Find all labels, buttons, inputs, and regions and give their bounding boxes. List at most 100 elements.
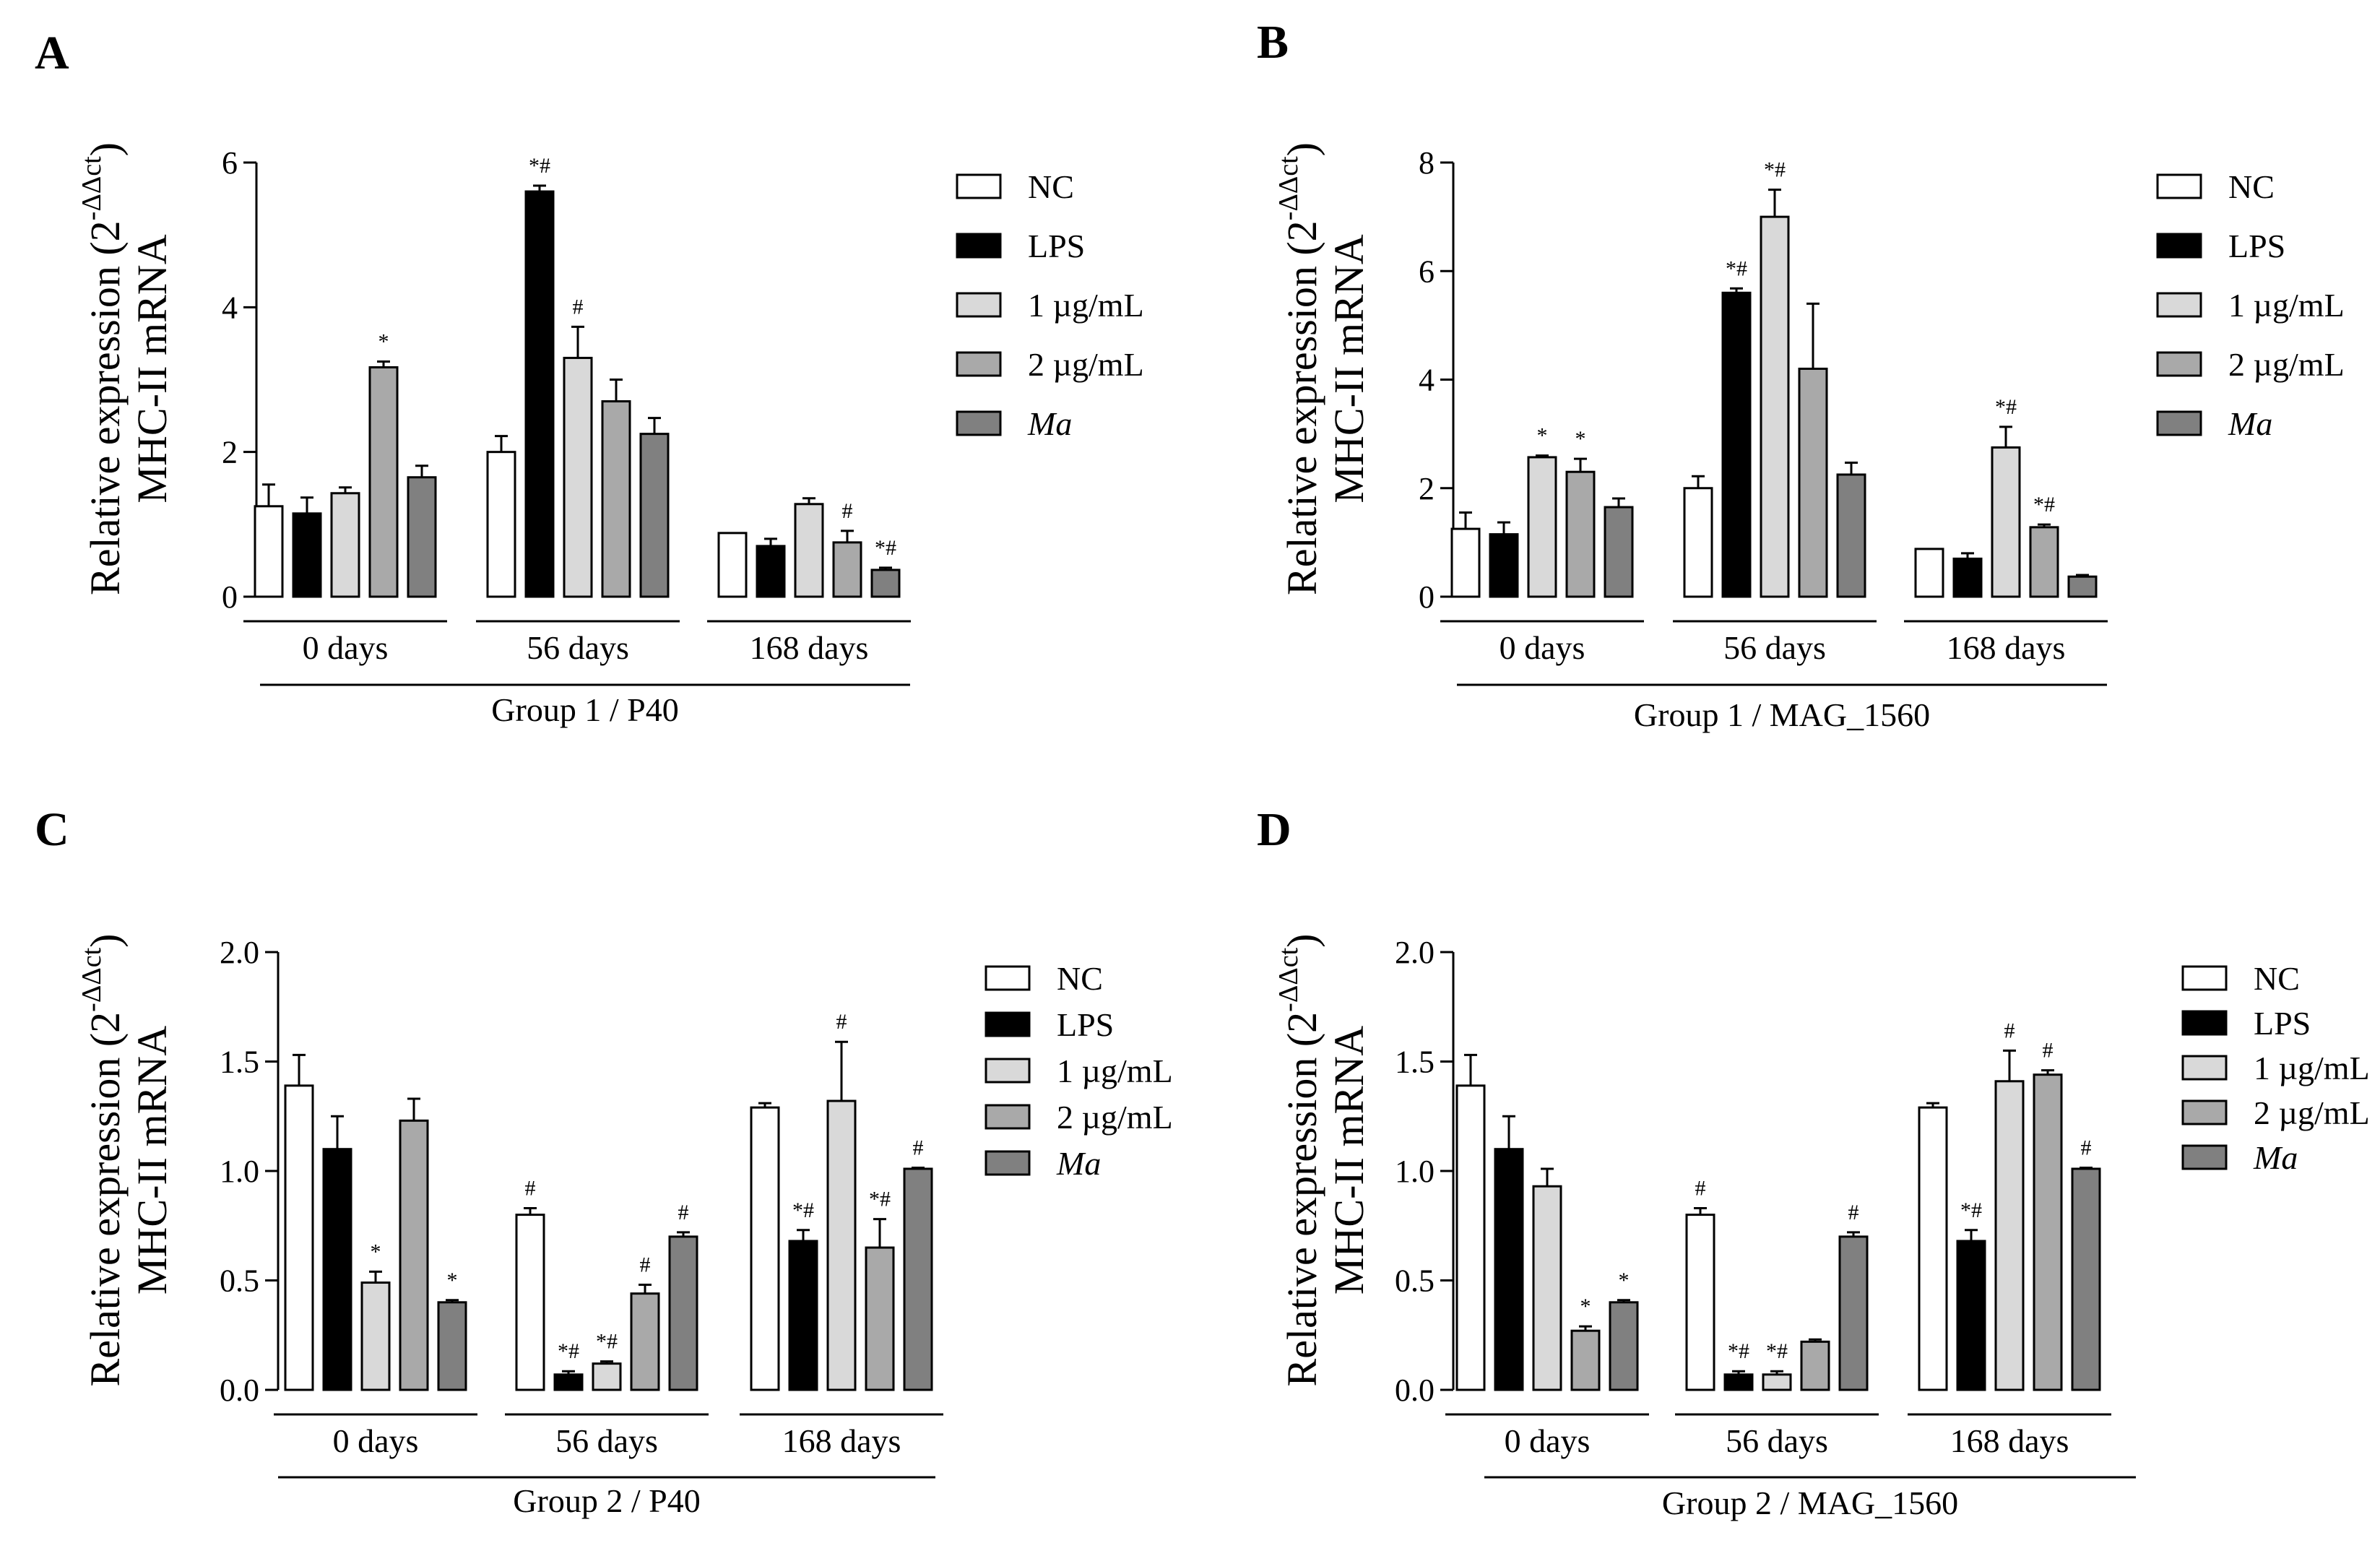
y-axis-label-line2: MHC-II mRNA	[129, 1026, 176, 1295]
panel-letter: C	[35, 803, 69, 856]
significance-label: *#	[1960, 1198, 1982, 1222]
significance-label: *#	[1766, 1339, 1788, 1363]
significance-label: *#	[792, 1198, 814, 1222]
bar	[407, 476, 437, 598]
y-tick-label: 1.0	[220, 1154, 259, 1189]
panel-letter: B	[1257, 16, 1289, 69]
significance-label: *	[378, 329, 389, 353]
significance-label: *#	[869, 1188, 891, 1211]
panel-letter: D	[1257, 803, 1291, 856]
category-label: 0 days	[333, 1422, 419, 1459]
legend-swatch	[2181, 1055, 2228, 1081]
category-label: 168 days	[1950, 1422, 2069, 1459]
significance-label: *#	[1995, 395, 2017, 419]
legend-swatch	[2156, 173, 2202, 199]
y-axis-label-text: Relative expression (2	[1278, 1012, 1325, 1387]
y-tick-label: 0.0	[1395, 1373, 1435, 1408]
significance-label: *	[371, 1240, 381, 1263]
bar	[668, 1235, 698, 1391]
panel-d: D 0.0 0.5 1.0 1.5 2.0 Relative expression (2-Δ…	[1257, 803, 2370, 1521]
legend-label: 2 µg/mL	[1057, 1099, 1173, 1136]
legend-swatch	[956, 233, 1002, 259]
category-label: 56 days	[1726, 1422, 1828, 1459]
significance-label: #	[2081, 1136, 2092, 1159]
bar	[1450, 527, 1481, 598]
significance-label: *	[447, 1268, 458, 1292]
y-axis-label-close: )	[82, 142, 129, 156]
bar	[1723, 1373, 1754, 1391]
bar	[639, 433, 670, 598]
bar	[1685, 1214, 1715, 1391]
bar	[1494, 1148, 1524, 1391]
significance-label: *	[1580, 1295, 1591, 1318]
bar	[2071, 1167, 2101, 1391]
legend-label: 2 µg/mL	[2228, 346, 2345, 383]
bar	[592, 1362, 622, 1391]
significance-label: #	[640, 1253, 651, 1277]
significance-label: *#	[558, 1339, 579, 1363]
bar	[1565, 470, 1596, 598]
y-tick-label: 2.0	[1395, 935, 1435, 970]
group-label: Group 2 / MAG_1560	[1662, 1484, 1958, 1521]
bar	[1721, 291, 1752, 598]
y-axis-label-line1: Relative expression (2-ΔΔct)	[1273, 934, 1325, 1387]
y-tick-label: 1.0	[1395, 1154, 1435, 1189]
legend-swatch	[2156, 410, 2202, 436]
bar	[2033, 1073, 2063, 1391]
legend-label: Ma	[1056, 1145, 1101, 1182]
y-axis-label-line1: Relative expression (2-ΔΔct)	[77, 934, 129, 1387]
bar	[1914, 548, 1944, 598]
bar	[524, 190, 555, 598]
y-tick-label: 1.5	[220, 1045, 259, 1080]
legend-swatch	[985, 1058, 1031, 1084]
bar	[1609, 1301, 1639, 1391]
y-tick-label: 0	[222, 579, 238, 615]
group-label: Group 1 / P40	[491, 691, 678, 728]
legend-swatch	[956, 351, 1002, 377]
category-label: 56 days	[527, 629, 629, 666]
legend-label: 1 µg/mL	[2228, 287, 2345, 324]
y-axis-label-superscript: -ΔΔct	[1273, 947, 1304, 1011]
legend-swatch	[2156, 292, 2202, 318]
significance-label: *	[1575, 427, 1586, 451]
bar	[563, 356, 593, 598]
significance-label: *#	[596, 1330, 618, 1354]
bar	[717, 532, 748, 598]
bar	[1991, 446, 2021, 598]
significance-label: *#	[875, 536, 896, 560]
bar	[630, 1292, 660, 1391]
legend-label: LPS	[2228, 228, 2285, 264]
y-tick-label: 0	[1419, 579, 1435, 615]
significance-label: *#	[1764, 158, 1786, 182]
legend-swatch	[2156, 233, 2202, 259]
y-axis-label-line1: Relative expression (2-ΔΔct)	[1273, 142, 1325, 595]
significance-label: #	[2004, 1019, 2015, 1042]
group-label: Group 1 / MAG_1560	[1634, 696, 1930, 733]
significance-label: *#	[529, 154, 550, 178]
bar	[2029, 526, 2059, 598]
y-axis-label-line2: MHC-II mRNA	[1325, 234, 1372, 503]
legend-swatch	[956, 173, 1002, 199]
significance-label: #	[913, 1136, 924, 1159]
bar	[788, 1240, 818, 1391]
significance-label: #	[1695, 1177, 1706, 1201]
bar	[750, 1106, 780, 1391]
legend-swatch	[985, 1104, 1031, 1130]
y-tick-label: 0.5	[220, 1263, 259, 1299]
bar	[437, 1301, 467, 1391]
panel-c: C 0.0 0.5 1.0 1.5 2.0 Relative expression (2-Δ…	[35, 803, 1173, 1519]
significance-label: #	[573, 295, 584, 319]
significance-label: #	[836, 1010, 847, 1034]
significance-label: #	[842, 499, 853, 523]
y-axis-label-text: Relative expression (2	[82, 1012, 129, 1387]
legend-label: Ma	[2253, 1139, 2298, 1176]
y-tick-label: 6	[1419, 254, 1435, 289]
y-tick-label: 0.5	[1395, 1263, 1435, 1299]
category-label: 0 days	[1505, 1422, 1591, 1459]
y-axis-label-superscript: -ΔΔct	[1273, 156, 1304, 220]
y-tick-label: 6	[222, 145, 238, 181]
bar	[486, 451, 516, 598]
bar	[254, 505, 284, 598]
